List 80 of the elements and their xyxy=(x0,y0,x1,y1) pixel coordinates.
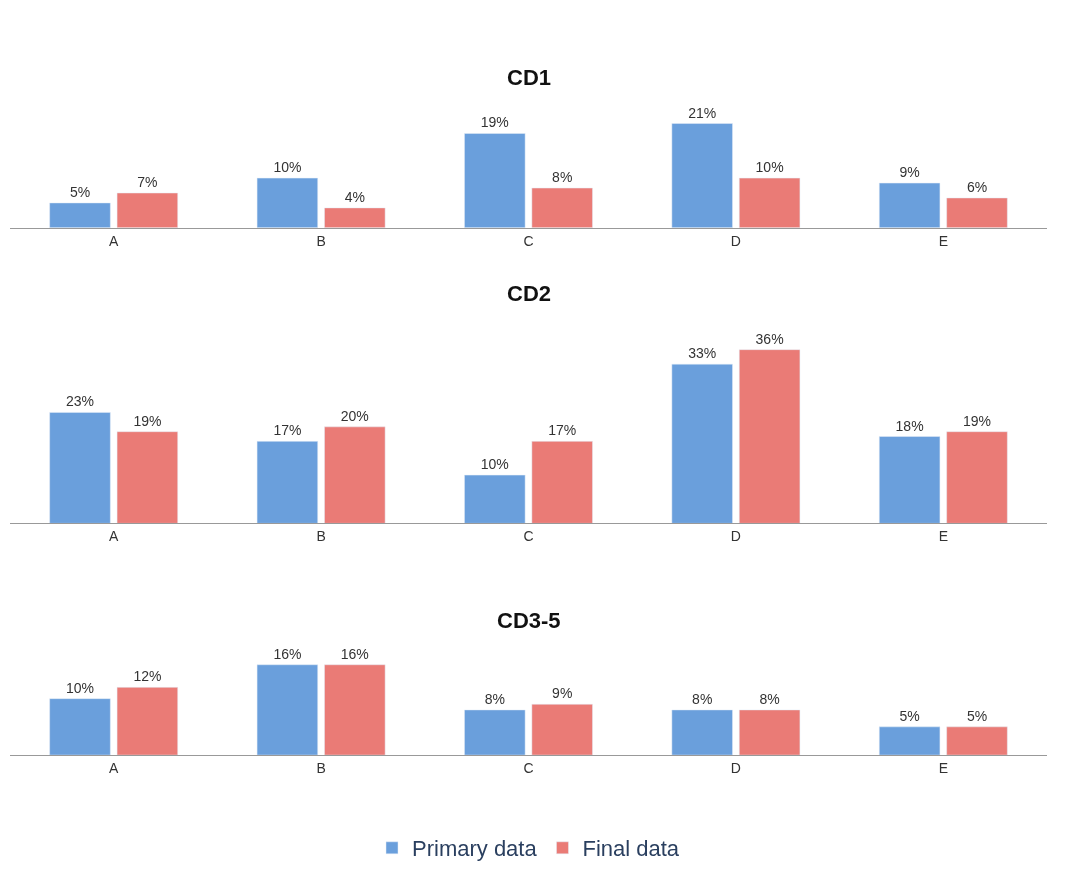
data-label: 33% xyxy=(688,345,717,362)
data-label: 8% xyxy=(759,690,780,707)
data-label: 7% xyxy=(137,174,158,190)
bar xyxy=(49,412,111,524)
data-label: 5% xyxy=(69,183,91,200)
data-label: 9% xyxy=(899,164,920,181)
bar xyxy=(256,177,318,228)
data-label: 19% xyxy=(962,412,992,429)
data-label: 18% xyxy=(895,417,924,434)
bar xyxy=(531,187,593,228)
bar xyxy=(946,197,1008,228)
data-label: 17% xyxy=(548,422,577,439)
bar xyxy=(531,704,593,756)
bar xyxy=(464,133,526,228)
data-label: 10% xyxy=(480,456,509,473)
bar xyxy=(464,709,526,756)
bar xyxy=(879,182,941,228)
x-tick-label: D xyxy=(730,232,741,249)
data-label: 10% xyxy=(755,159,784,176)
data-label: 5% xyxy=(899,707,920,724)
x-tick-label: D xyxy=(730,528,741,545)
x-tick-label: C xyxy=(523,528,534,545)
data-label: 10% xyxy=(273,159,302,176)
x-tick-label: E xyxy=(938,528,948,545)
bar xyxy=(671,709,733,756)
bar xyxy=(256,664,318,756)
data-label: 19% xyxy=(480,114,509,131)
x-tick-label: B xyxy=(316,759,326,776)
bar xyxy=(879,726,941,756)
bar xyxy=(739,349,801,524)
data-label: 6% xyxy=(966,178,988,195)
bar xyxy=(116,687,178,756)
chart-title: CD3-5 xyxy=(497,608,561,633)
data-label: 16% xyxy=(273,645,302,662)
x-tick-label: B xyxy=(316,232,326,249)
bar xyxy=(49,202,111,228)
x-tick-label: C xyxy=(523,232,534,249)
bar xyxy=(464,474,526,524)
chart-title: CD2 xyxy=(507,281,552,306)
data-label: 9% xyxy=(552,685,573,702)
x-tick-label: D xyxy=(730,759,741,776)
legend-label: Primary data xyxy=(412,836,538,862)
bar xyxy=(739,177,801,228)
bar xyxy=(116,192,178,228)
data-label: 12% xyxy=(133,668,162,685)
x-tick-label: A xyxy=(109,759,120,776)
data-label: 8% xyxy=(552,169,573,186)
bar xyxy=(116,431,178,524)
x-tick-label: A xyxy=(109,232,120,249)
data-label: 16% xyxy=(340,645,369,662)
bar xyxy=(671,363,733,524)
bar xyxy=(324,426,386,524)
data-label: 10% xyxy=(65,679,95,696)
bar xyxy=(324,207,386,228)
bar xyxy=(946,726,1008,756)
legend-label: Final data xyxy=(582,836,680,862)
data-label: 23% xyxy=(65,393,95,410)
x-tick-label: C xyxy=(523,759,534,776)
data-label: 20% xyxy=(340,407,369,424)
data-label: 8% xyxy=(692,690,713,707)
bar xyxy=(49,698,111,756)
data-label: 5% xyxy=(966,707,988,724)
x-tick-label: E xyxy=(938,232,948,249)
data-label: 8% xyxy=(484,690,505,707)
x-tick-label: A xyxy=(109,528,120,545)
data-label: 17% xyxy=(273,422,302,439)
data-label: 19% xyxy=(133,412,162,429)
data-label: 4% xyxy=(344,188,365,205)
data-label: 36% xyxy=(755,330,784,347)
bar xyxy=(671,123,733,228)
chart-title: CD1 xyxy=(507,65,552,90)
bar xyxy=(739,709,801,756)
x-tick-label: B xyxy=(316,528,326,545)
bar xyxy=(324,664,386,756)
bar xyxy=(879,436,941,524)
bar xyxy=(531,441,593,524)
bar xyxy=(256,441,318,524)
x-tick-label: E xyxy=(938,759,948,776)
bar xyxy=(946,431,1008,524)
data-label: 21% xyxy=(688,104,717,121)
